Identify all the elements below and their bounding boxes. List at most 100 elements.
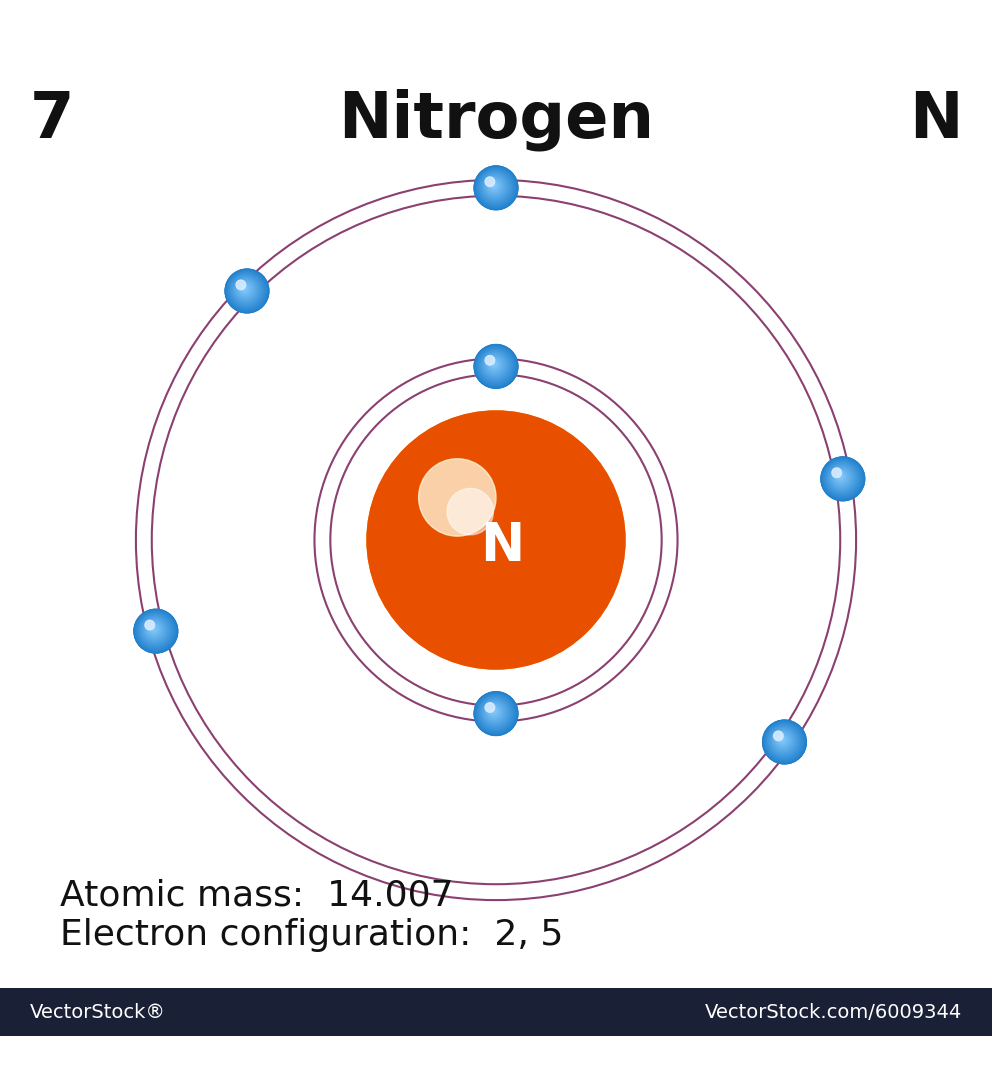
Circle shape xyxy=(491,362,496,366)
Circle shape xyxy=(150,625,157,633)
Circle shape xyxy=(767,725,801,758)
Circle shape xyxy=(234,279,257,301)
Circle shape xyxy=(485,355,495,365)
Circle shape xyxy=(461,504,490,534)
Circle shape xyxy=(235,280,256,299)
Circle shape xyxy=(489,707,498,716)
Circle shape xyxy=(459,503,492,536)
Circle shape xyxy=(151,625,157,632)
Circle shape xyxy=(395,438,585,629)
Circle shape xyxy=(484,354,506,376)
Circle shape xyxy=(487,179,501,193)
Text: Nitrogen: Nitrogen xyxy=(338,89,654,151)
Circle shape xyxy=(150,625,158,633)
Circle shape xyxy=(775,732,791,748)
Circle shape xyxy=(430,473,536,580)
Circle shape xyxy=(765,723,803,760)
Circle shape xyxy=(139,613,172,647)
Circle shape xyxy=(776,733,790,747)
Circle shape xyxy=(238,282,253,297)
Circle shape xyxy=(826,462,857,494)
Circle shape xyxy=(437,481,524,568)
Circle shape xyxy=(491,361,497,367)
Circle shape xyxy=(768,726,800,757)
Circle shape xyxy=(236,280,255,299)
Circle shape xyxy=(774,731,792,750)
Circle shape xyxy=(766,724,802,759)
Circle shape xyxy=(147,622,161,636)
Circle shape xyxy=(420,464,549,593)
Circle shape xyxy=(779,737,786,743)
Circle shape xyxy=(474,692,518,735)
Circle shape xyxy=(383,427,602,646)
Circle shape xyxy=(486,703,503,720)
Circle shape xyxy=(763,720,806,764)
Circle shape xyxy=(479,697,512,729)
Circle shape xyxy=(237,281,254,298)
Circle shape xyxy=(149,624,159,634)
Circle shape xyxy=(479,349,512,382)
Circle shape xyxy=(394,437,587,631)
Circle shape xyxy=(477,696,514,731)
Circle shape xyxy=(478,349,513,382)
Circle shape xyxy=(774,731,793,751)
Circle shape xyxy=(777,734,788,745)
Circle shape xyxy=(825,461,859,496)
Circle shape xyxy=(462,507,488,532)
Circle shape xyxy=(376,420,612,656)
Circle shape xyxy=(242,286,247,292)
Circle shape xyxy=(144,620,165,639)
Circle shape xyxy=(486,178,502,194)
Circle shape xyxy=(388,432,594,638)
Circle shape xyxy=(476,167,516,207)
Circle shape xyxy=(486,356,503,374)
Circle shape xyxy=(485,177,495,187)
Circle shape xyxy=(485,355,504,375)
Circle shape xyxy=(398,442,581,625)
Circle shape xyxy=(822,458,863,499)
Circle shape xyxy=(367,411,625,669)
Circle shape xyxy=(476,694,515,732)
Circle shape xyxy=(439,484,521,565)
Circle shape xyxy=(763,720,806,764)
Circle shape xyxy=(426,469,542,585)
Circle shape xyxy=(483,175,506,198)
Circle shape xyxy=(375,419,613,658)
Circle shape xyxy=(435,480,526,570)
Circle shape xyxy=(146,621,163,638)
Circle shape xyxy=(414,457,558,603)
Circle shape xyxy=(481,699,509,726)
Circle shape xyxy=(438,483,522,566)
Circle shape xyxy=(488,180,500,191)
Circle shape xyxy=(836,472,845,481)
Circle shape xyxy=(492,184,495,187)
Circle shape xyxy=(477,170,514,205)
Circle shape xyxy=(477,694,514,731)
Circle shape xyxy=(827,463,856,492)
Circle shape xyxy=(836,472,845,482)
Circle shape xyxy=(474,345,518,388)
Circle shape xyxy=(236,280,255,298)
Circle shape xyxy=(370,414,621,665)
Circle shape xyxy=(483,701,507,724)
Circle shape xyxy=(484,702,505,723)
Circle shape xyxy=(242,286,247,291)
Circle shape xyxy=(243,287,246,289)
Circle shape xyxy=(839,475,841,477)
Circle shape xyxy=(779,735,787,744)
Circle shape xyxy=(404,448,571,616)
Circle shape xyxy=(390,433,592,636)
Circle shape xyxy=(148,623,160,635)
Circle shape xyxy=(475,692,517,734)
Circle shape xyxy=(479,171,512,204)
Circle shape xyxy=(482,353,507,377)
Circle shape xyxy=(764,721,806,762)
Circle shape xyxy=(477,348,514,384)
Circle shape xyxy=(491,183,497,189)
Circle shape xyxy=(781,738,784,741)
Circle shape xyxy=(491,708,497,714)
Circle shape xyxy=(480,172,510,202)
Circle shape xyxy=(454,498,499,543)
Circle shape xyxy=(443,488,515,558)
Circle shape xyxy=(226,270,267,311)
